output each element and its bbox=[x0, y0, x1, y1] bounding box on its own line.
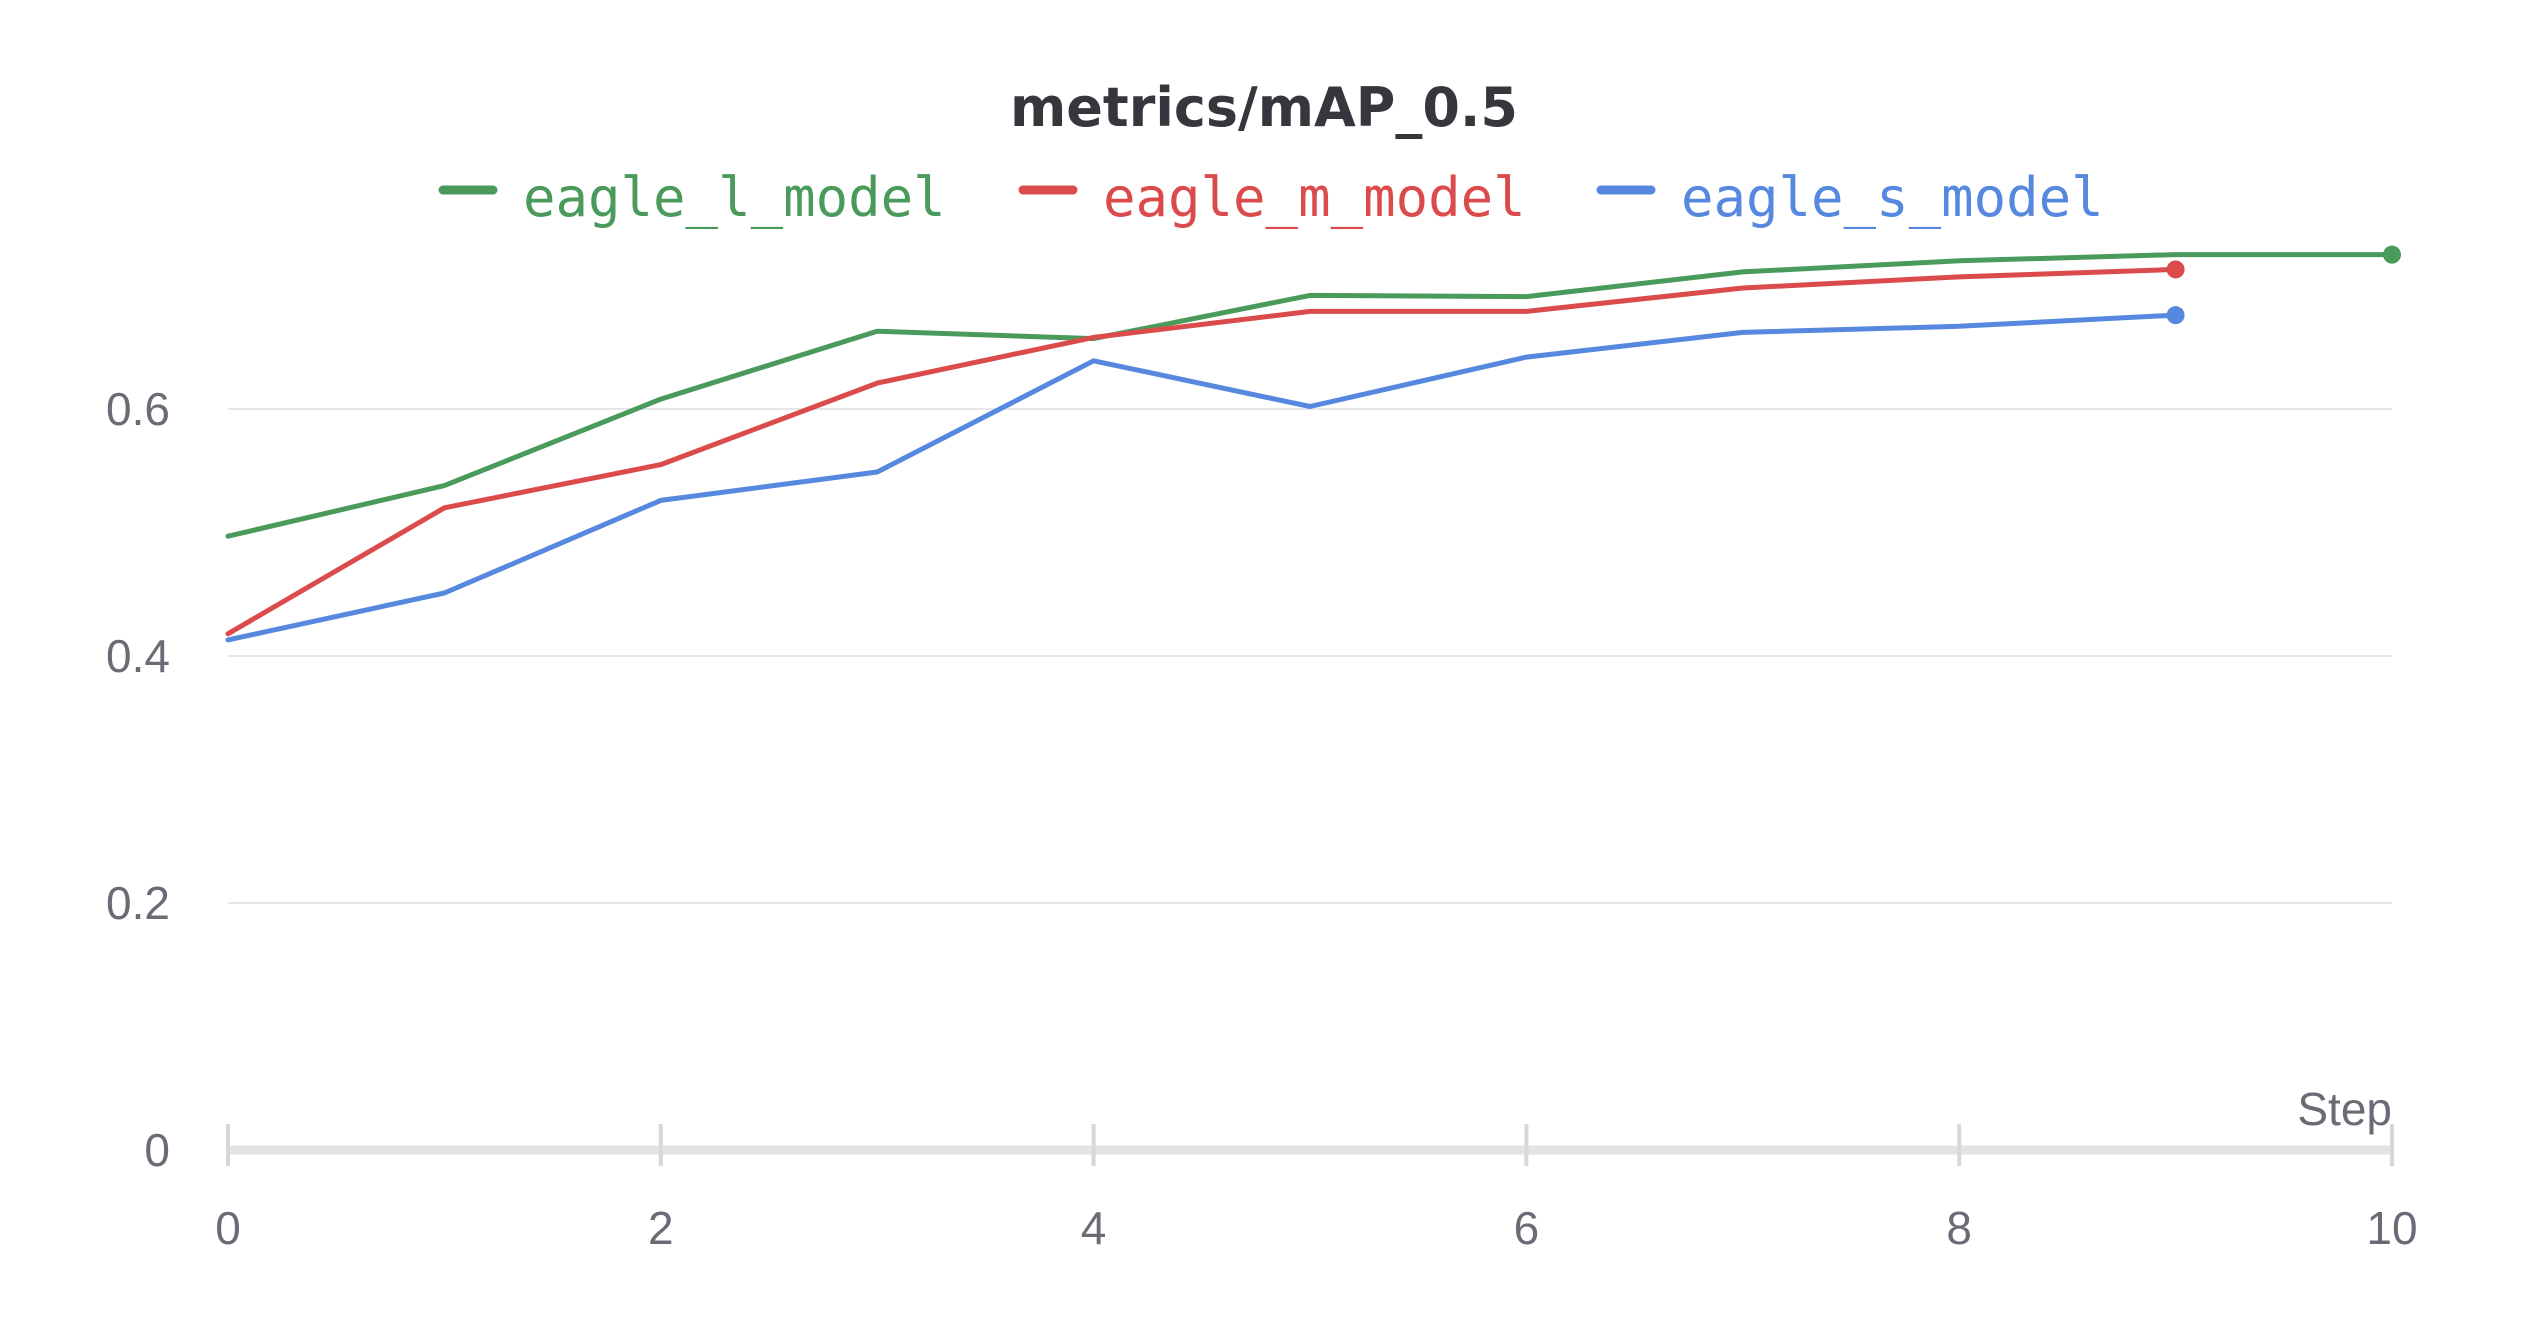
series-end-marker-eagle_m_model bbox=[2166, 260, 2185, 279]
legend-label: eagle_l_model bbox=[523, 166, 946, 229]
series-line-eagle_m_model bbox=[225, 266, 2179, 637]
x-tick-label: 4 bbox=[1081, 1202, 1107, 1254]
grid: 0 0.2 0.4 0.6 bbox=[106, 383, 2392, 1176]
legend-label: eagle_m_model bbox=[1103, 166, 1526, 229]
axes: 0 2 4 6 8 10 bbox=[215, 1124, 2418, 1254]
x-axis-title: Step bbox=[2297, 1083, 2392, 1135]
series-end-marker-eagle_s_model bbox=[2166, 306, 2185, 325]
x-tick-label: 8 bbox=[1946, 1202, 1972, 1254]
legend: eagle_l_model eagle_m_model eagle_s_model bbox=[438, 166, 2104, 229]
series-line-eagle_l_model bbox=[225, 252, 2395, 539]
x-tick-label: 6 bbox=[1514, 1202, 1540, 1254]
chart-title: metrics/mAP_0.5 bbox=[1010, 76, 1518, 139]
x-tick-label: 0 bbox=[215, 1202, 241, 1254]
legend-label: eagle_s_model bbox=[1681, 166, 2104, 229]
x-tick-label: 10 bbox=[2366, 1202, 2417, 1254]
y-tick-label: 0.4 bbox=[106, 630, 170, 682]
y-tick-label: 0.6 bbox=[106, 383, 170, 435]
y-tick-label: 0 bbox=[144, 1124, 170, 1176]
series-layer bbox=[225, 245, 2401, 643]
y-tick-label: 0.2 bbox=[106, 877, 170, 929]
series-end-marker-eagle_l_model bbox=[2383, 245, 2401, 264]
x-tick-label: 2 bbox=[648, 1202, 674, 1254]
series-line-eagle_s_model bbox=[225, 312, 2179, 643]
